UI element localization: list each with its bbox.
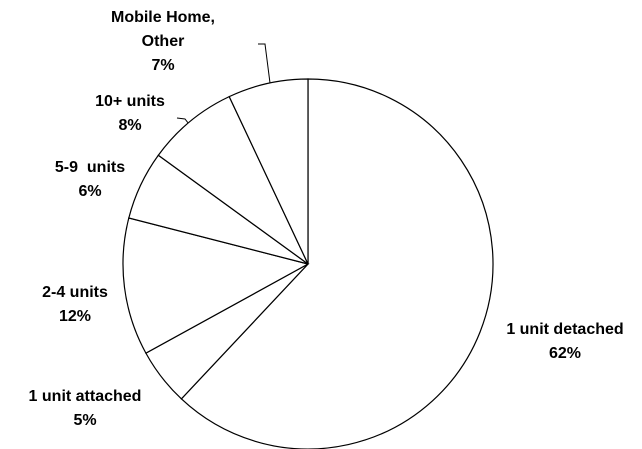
category-label: Mobile Home, Other: [110, 9, 220, 50]
value-label: 6%: [78, 183, 102, 200]
category-label: 5-9 units: [54, 159, 126, 176]
value-label: 5%: [73, 412, 97, 429]
value-label: 62%: [548, 345, 582, 362]
value-label: 8%: [118, 117, 142, 134]
pie-slice: [228, 78, 309, 265]
value-label: 7%: [151, 57, 175, 74]
pie-slice: [180, 78, 494, 449]
pie-slice: [157, 95, 309, 265]
category-label: 1 unit attached: [28, 388, 142, 405]
category-label: 2-4 units: [42, 284, 108, 301]
leader-line: [258, 43, 271, 84]
value-label: 12%: [58, 308, 92, 325]
slice-label: 1 unit detached 62%: [480, 318, 642, 366]
slice-label: 1 unit attached 5%: [0, 385, 170, 433]
category-label: 10+ units: [95, 93, 165, 110]
slice-label: 10+ units 8%: [70, 90, 190, 138]
slice-label: Mobile Home, Other 7%: [103, 6, 223, 78]
slice-label: 2-4 units 12%: [15, 281, 135, 329]
category-label: 1 unit detached: [506, 321, 624, 338]
slice-label: 5-9 units 6%: [30, 156, 150, 204]
pie-slice: [122, 217, 310, 354]
